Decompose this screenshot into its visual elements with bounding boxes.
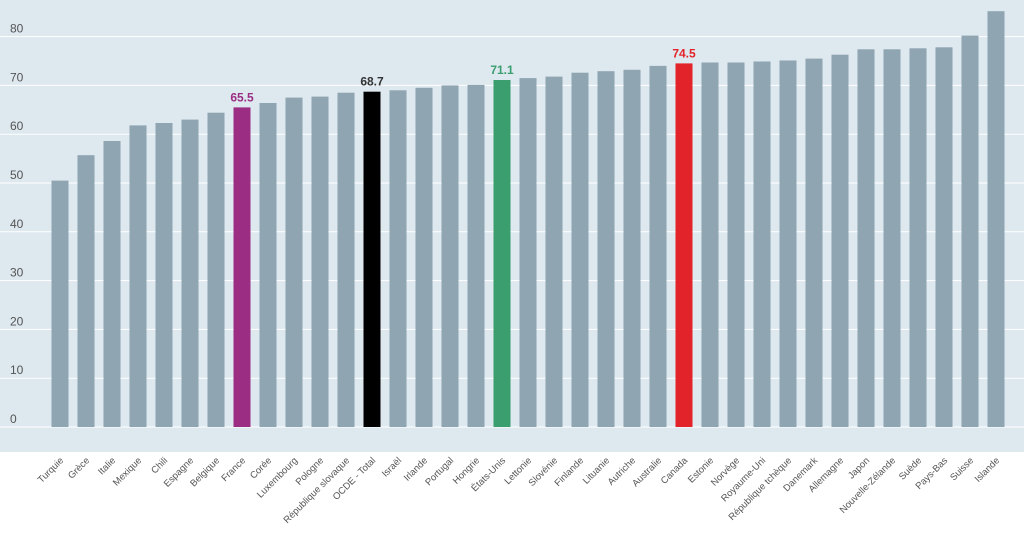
bar [519, 78, 537, 427]
bar [311, 96, 329, 427]
bar [103, 141, 121, 427]
bar [935, 47, 953, 428]
bar [363, 91, 381, 427]
value-labels: 65.5 68.7 71.1 74.5 [230, 46, 696, 104]
bar [545, 76, 563, 427]
bar [675, 63, 693, 428]
bar [155, 123, 173, 427]
y-tick-label: 80 [10, 22, 24, 36]
bar [467, 84, 485, 428]
bar [337, 92, 355, 427]
bar [753, 61, 771, 427]
bar [77, 155, 95, 427]
y-tick-label: 20 [10, 314, 24, 328]
y-tick-label: 0 [10, 412, 17, 426]
bar [909, 48, 927, 428]
y-tick-label: 10 [10, 363, 24, 377]
bar [51, 180, 69, 427]
value-label: 65.5 [230, 90, 254, 104]
bar [883, 49, 901, 428]
bar [415, 87, 433, 428]
bar [285, 97, 303, 427]
bar [961, 35, 979, 427]
value-label: 71.1 [490, 63, 514, 77]
value-label: 74.5 [672, 46, 696, 60]
bar [987, 11, 1005, 427]
bar [597, 71, 615, 427]
bar [779, 60, 797, 427]
bar [129, 125, 147, 428]
x-tick-label: Italie [96, 455, 118, 477]
x-tick-label: Grèce [66, 455, 92, 481]
bar [857, 49, 875, 428]
x-tick-label: Canada [659, 455, 691, 487]
y-tick-label: 70 [10, 70, 24, 84]
value-label: 68.7 [360, 75, 384, 89]
x-tick-label: Suisse [948, 455, 976, 483]
bar [623, 69, 641, 428]
bar [571, 72, 589, 427]
bars [51, 11, 1005, 428]
bar [727, 62, 745, 427]
bar [649, 65, 667, 428]
x-tick-label: France [219, 455, 248, 484]
x-tick-label: Finlande [553, 455, 587, 489]
x-tick-label: Islande [973, 455, 1002, 484]
x-tick-label: Mexique [111, 455, 144, 488]
bar [805, 58, 823, 427]
bar [831, 54, 849, 427]
bar [441, 85, 459, 428]
y-tick-label: 30 [10, 266, 24, 280]
bar [389, 90, 407, 428]
bar [233, 107, 251, 428]
x-tick-label: Portugal [423, 455, 456, 488]
x-tick-label: Chili [149, 455, 170, 476]
y-axis-tick-labels: 0 10 20 30 40 50 60 70 80 [10, 22, 24, 426]
bar [181, 119, 199, 427]
y-tick-label: 40 [10, 217, 24, 231]
x-tick-label: Turquie [36, 455, 66, 485]
bar [259, 103, 277, 427]
bar [493, 80, 511, 427]
bar [207, 112, 225, 427]
bar [701, 62, 719, 427]
y-tick-label: 60 [10, 119, 24, 133]
y-tick-label: 50 [10, 168, 24, 182]
